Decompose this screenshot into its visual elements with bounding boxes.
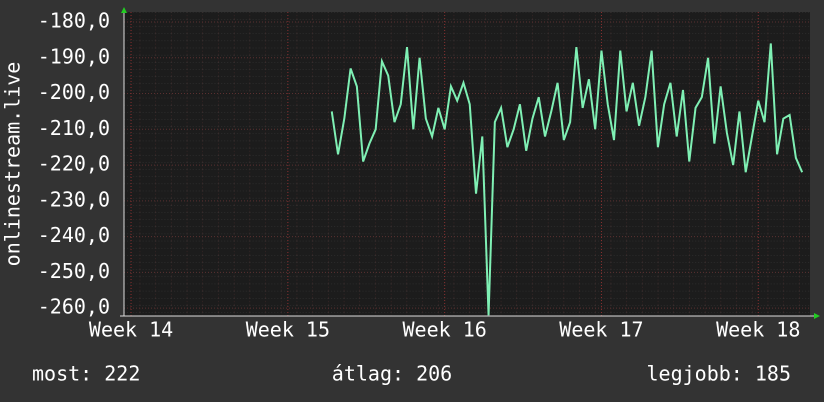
y-tick-label: -230,0 (38, 187, 110, 211)
minor-grid (124, 12, 810, 316)
summary-current: most: 222 (32, 362, 140, 386)
y-tick-label: -180,0 (38, 9, 110, 33)
y-axis-label: onlinestream.live (1, 62, 25, 267)
y-tick-label: -260,0 (38, 295, 110, 319)
y-tick-label: -210,0 (38, 116, 110, 140)
x-tick-label: Week 17 (559, 318, 643, 342)
y-tick-label: -190,0 (38, 44, 110, 68)
summary-best: legjobb: 185 (647, 362, 792, 386)
grid (124, 12, 810, 316)
x-arrow (814, 313, 820, 319)
data-line (330, 43, 804, 316)
y-tick-label: -240,0 (38, 223, 110, 247)
x-tick-label: Week 15 (246, 318, 330, 342)
x-tick-label: Week 16 (403, 318, 487, 342)
y-arrow (121, 7, 127, 13)
y-tick-label: -250,0 (38, 259, 110, 283)
plot (330, 43, 804, 316)
y-tick-label: -220,0 (38, 152, 110, 176)
y-tick-label: -200,0 (38, 80, 110, 104)
x-tick-label: Week 18 (716, 318, 800, 342)
summary-average: átlag: 206 (332, 362, 452, 386)
x-tick-label: Week 14 (89, 318, 173, 342)
